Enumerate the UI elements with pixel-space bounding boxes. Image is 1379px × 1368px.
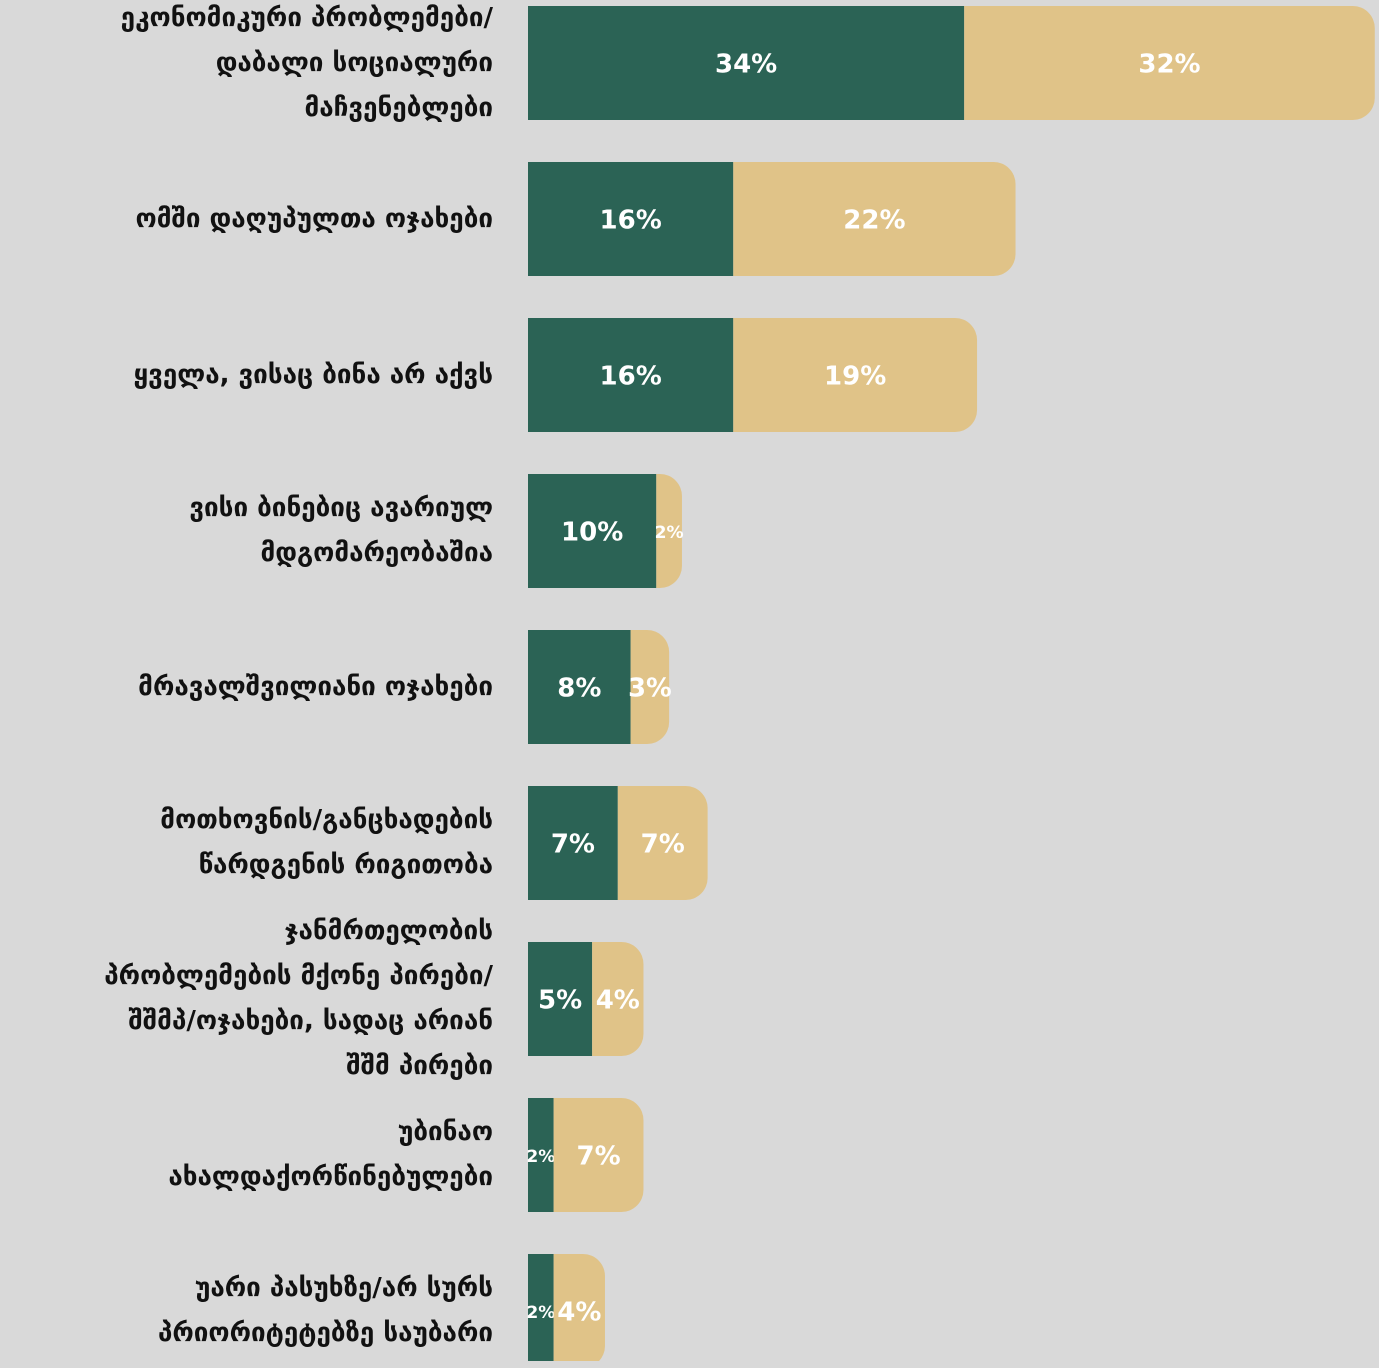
bar-segment [528, 6, 965, 120]
category-label: უბინაო ახალდაქორწინებულები [168, 1117, 493, 1192]
value-label: 7% [641, 830, 685, 860]
value-label: 7% [576, 1142, 620, 1172]
value-label: 3% [628, 674, 672, 704]
bar-segment [553, 1254, 605, 1361]
category-label: მოთხოვნის/განცხადების წარდგენის რიგითობა [160, 805, 493, 880]
value-label: 2% [526, 1303, 555, 1323]
bar-segment [656, 474, 682, 588]
bar-segment [733, 318, 978, 432]
value-label: 2% [655, 523, 684, 543]
bar-segment [528, 630, 631, 744]
value-label: 10% [561, 518, 623, 548]
bar-segment [528, 474, 657, 588]
category-label: უარი პასუხზე/არ სურს პრიორიტეტებზე საუბა… [157, 1273, 493, 1348]
category-label: ეკონომიკური პრობლემები/ დაბალი სოციალური… [120, 2, 493, 123]
value-label: 34% [715, 50, 777, 80]
bar-segment [630, 630, 670, 744]
bar-segment [964, 6, 1375, 120]
bar-segment [592, 942, 644, 1056]
value-label: 5% [538, 986, 582, 1016]
value-label: 4% [596, 986, 640, 1016]
bar-segment [617, 786, 708, 900]
category-label: ჯანმრთელობის პრობლემების მქონე პირები/ შ… [104, 916, 493, 1081]
value-label: 2% [526, 1147, 555, 1167]
bar-segment [528, 162, 734, 276]
value-label: 22% [843, 206, 905, 236]
value-label: 7% [551, 830, 595, 860]
bar-segment [528, 318, 734, 432]
category-label: ყველა, ვისაც ბინა არ აქვს [133, 359, 493, 390]
bar-segment [733, 162, 1016, 276]
value-label: 8% [557, 674, 601, 704]
bar-segment [528, 1098, 554, 1212]
bar-segment [553, 1098, 644, 1212]
value-label: 4% [557, 1298, 601, 1328]
value-label: 16% [600, 362, 662, 392]
bar-segment [528, 1254, 554, 1361]
value-label: 32% [1138, 50, 1200, 80]
value-label: 16% [600, 206, 662, 236]
bar-segment [528, 786, 618, 900]
category-label: ვისი ბინებიც ავარიულ მდგომარეობაშია [189, 493, 493, 568]
bar-segment [528, 942, 593, 1056]
category-label: ომში დაღუპულთა ოჯახები [135, 203, 493, 234]
category-label: მრავალშვილიანი ოჯახები [138, 671, 493, 702]
value-label: 19% [824, 362, 886, 392]
